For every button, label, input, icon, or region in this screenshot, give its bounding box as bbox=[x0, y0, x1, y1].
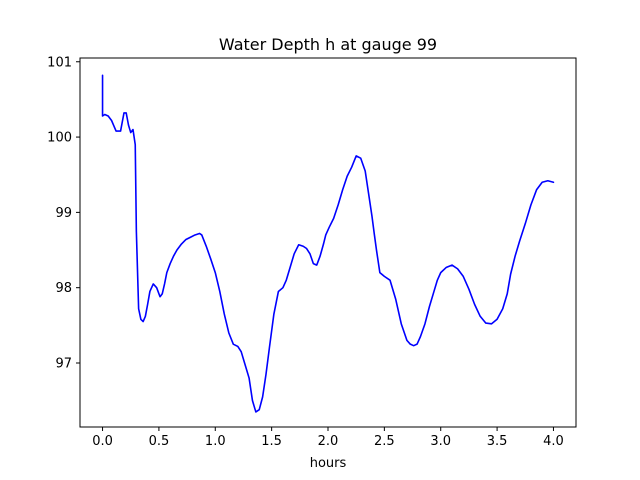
series-line-0 bbox=[101, 74, 555, 413]
x-tick-label: 2.0 bbox=[318, 434, 339, 449]
x-tick-label: 4.0 bbox=[543, 434, 564, 449]
y-tick-label: 100 bbox=[47, 131, 72, 146]
y-tick-label: 99 bbox=[55, 206, 72, 221]
x-tick-label: 3.0 bbox=[430, 434, 451, 449]
x-axis-label: hours bbox=[310, 456, 347, 471]
x-tick-label: 3.5 bbox=[487, 434, 508, 449]
x-tick-label: 1.0 bbox=[205, 434, 226, 449]
x-tick-label: 0.0 bbox=[92, 434, 113, 449]
axes: 0.0 0.5 1.0 1.5 2.0 2.5 3.0 3.5 4.0 97 98 99 100 101 bbox=[47, 55, 577, 449]
y-tick-label: 98 bbox=[55, 281, 72, 296]
y-tick-label: 97 bbox=[55, 356, 72, 371]
x-tick-label: 0.5 bbox=[149, 434, 170, 449]
chart-title: Water Depth h at gauge 99 bbox=[219, 35, 437, 54]
x-tick-label: 2.5 bbox=[374, 434, 395, 449]
y-tick-label: 101 bbox=[47, 55, 72, 70]
plot-area bbox=[101, 74, 555, 413]
x-tick-label: 1.5 bbox=[261, 434, 282, 449]
